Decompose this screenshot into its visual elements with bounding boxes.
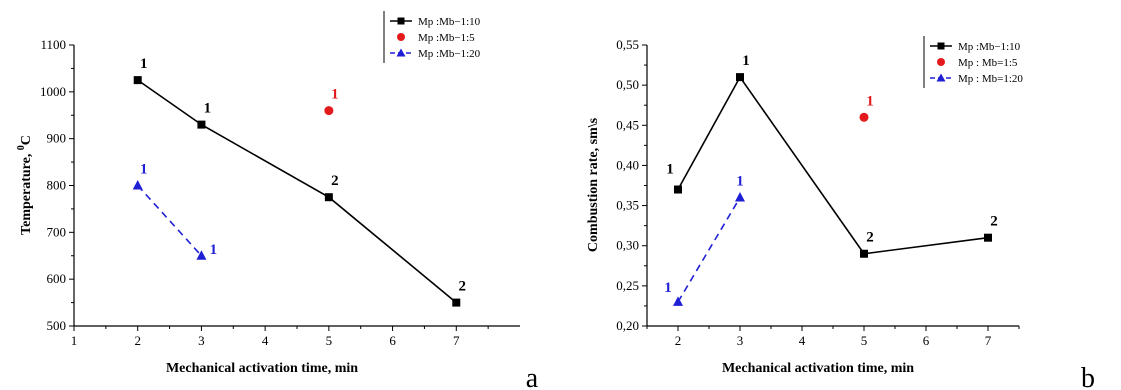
y-tick-label: 0,30 <box>616 238 639 253</box>
data-point <box>673 296 683 306</box>
chart-a: 1 2 3 4 5 6 7 500 600 700 800 900 1000 1100 Mechanical… <box>16 11 539 390</box>
y-tick-label: 1000 <box>40 84 66 99</box>
y-axis-label: Combustion rate, sm\s <box>586 117 601 252</box>
series-2: 1 <box>859 93 874 122</box>
data-point <box>736 73 744 82</box>
legend-marker <box>936 73 946 82</box>
y-tick-label: 0,25 <box>616 278 639 293</box>
x-tick-label: 7 <box>453 333 460 348</box>
point-label: 1 <box>866 93 874 109</box>
x-tick-label: 6 <box>923 333 930 348</box>
data-point <box>324 193 333 202</box>
legend-marker <box>396 48 406 57</box>
legend-label: Mp :Mb−1:5 <box>418 32 475 44</box>
x-tick-label: 4 <box>262 333 269 348</box>
point-label: 1 <box>140 56 148 72</box>
point-label: 1 <box>210 242 218 258</box>
legend-marker <box>397 17 405 25</box>
x-axis-label: Mechanical activation time, min <box>166 361 358 376</box>
data-point <box>324 106 334 116</box>
series-line <box>677 197 741 303</box>
legend-label: Mp :Mb−1:10 <box>418 16 481 28</box>
y-tick-label: 800 <box>47 178 67 193</box>
data-point <box>132 180 143 190</box>
data-point <box>859 112 869 122</box>
x-tick-label: 3 <box>198 333 205 348</box>
legend-marker <box>937 42 945 50</box>
legend-marker <box>397 33 405 41</box>
legend-label: Mp :Mb−1:10 <box>958 41 1021 53</box>
point-label: 1 <box>664 280 672 296</box>
legend-label: Mp : Mb=1:20 <box>958 73 1023 85</box>
legend: Mp :Mb−1:10 Mp : Mb=1:5 Mp : Mb=1:20 <box>923 36 1023 88</box>
y-tick-label: 0,45 <box>616 117 639 132</box>
data-point <box>674 185 682 194</box>
legend: Mp :Mb−1:10 Mp :Mb−1:5 Mp :Mb−1:20 <box>383 11 481 63</box>
series-line <box>137 79 457 304</box>
point-label: 1 <box>204 101 212 117</box>
point-label: 2 <box>866 230 874 246</box>
data-point <box>133 76 142 85</box>
point-label: 1 <box>331 87 339 103</box>
point-label: 2 <box>990 214 998 230</box>
legend-label: Mp : Mb=1:5 <box>958 57 1018 69</box>
point-label: 1 <box>736 174 744 190</box>
point-label: 2 <box>459 279 467 295</box>
data-point <box>196 250 207 260</box>
x-tick-label: 1 <box>71 333 78 348</box>
x-tick-label: 4 <box>799 333 806 348</box>
point-label: 1 <box>666 162 674 178</box>
data-point <box>860 249 868 258</box>
series-line <box>137 184 203 257</box>
data-point <box>984 233 992 242</box>
x-tick-label: 7 <box>985 333 992 348</box>
y-tick-label: 700 <box>47 224 67 239</box>
y-tick-label: 0,40 <box>616 157 639 172</box>
chart-b: 2 3 4 5 6 7 0,20 0,25 0,30 0,35 0,40 0,45 0,50 0,55 Me… <box>586 36 1095 390</box>
y-tick-label: 900 <box>47 131 67 146</box>
x-axis-label: Mechanical activation time, min <box>722 361 914 376</box>
point-label: 1 <box>140 162 148 178</box>
series-line <box>677 75 989 255</box>
point-label: 2 <box>331 173 339 189</box>
point-label: 1 <box>742 53 750 69</box>
series-2: 1 <box>324 87 339 116</box>
y-tick-label: 0,50 <box>616 77 639 92</box>
series-3: 11 <box>664 174 745 306</box>
y-axis-label: Temperature, 0C <box>16 135 34 235</box>
y-tick-label: 500 <box>47 318 67 333</box>
data-point <box>452 298 461 307</box>
x-tick-label: 2 <box>134 333 141 348</box>
x-tick-label: 3 <box>737 333 744 348</box>
data-point <box>197 120 206 129</box>
x-tick-label: 6 <box>389 333 396 348</box>
panel-label: a <box>526 363 539 390</box>
y-tick-label: 1100 <box>40 37 66 52</box>
panel-label: b <box>1081 363 1095 390</box>
y-tick-label: 0,55 <box>616 37 639 52</box>
x-tick-label: 5 <box>861 333 868 348</box>
y-tick-label: 600 <box>47 271 67 286</box>
legend-label: Mp :Mb−1:20 <box>418 48 481 60</box>
data-point <box>735 192 745 202</box>
series-3: 11 <box>132 162 218 260</box>
y-tick-label: 0,20 <box>616 318 639 333</box>
x-tick-label: 5 <box>326 333 333 348</box>
y-tick-label: 0,35 <box>616 198 639 213</box>
series-1: 1 1 2 2 <box>666 53 998 258</box>
legend-marker <box>937 58 945 66</box>
x-tick-label: 2 <box>675 333 682 348</box>
